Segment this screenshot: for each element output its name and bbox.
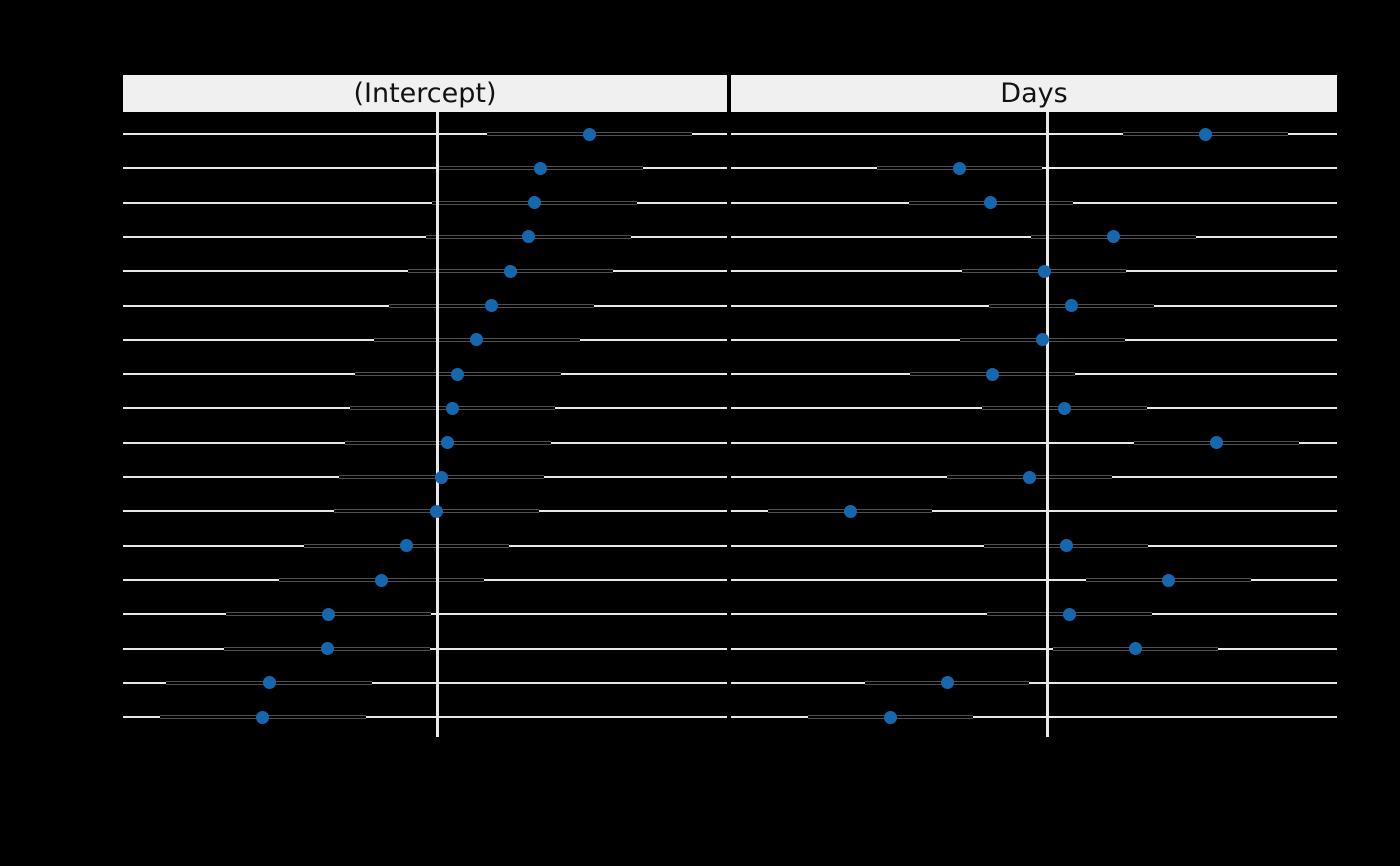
estimate-dot bbox=[1107, 230, 1121, 244]
estimate-dot bbox=[1065, 299, 1079, 313]
estimate-dot bbox=[1037, 264, 1051, 278]
estimate-dot bbox=[528, 196, 542, 210]
estimate-dot bbox=[400, 539, 414, 553]
estimate-dot bbox=[451, 367, 465, 381]
estimate-dot bbox=[441, 436, 455, 450]
estimate-dot bbox=[374, 573, 388, 587]
estimate-dot bbox=[1063, 607, 1077, 621]
estimate-dot bbox=[320, 642, 334, 656]
estimate-dot bbox=[940, 676, 954, 690]
row-line bbox=[123, 716, 727, 719]
row-line bbox=[123, 235, 727, 238]
estimate-dot bbox=[445, 401, 459, 415]
row-line bbox=[731, 441, 1337, 444]
estimate-dot bbox=[470, 333, 484, 347]
estimate-dot bbox=[1059, 539, 1073, 553]
row-line bbox=[123, 201, 727, 204]
row-line bbox=[731, 579, 1337, 582]
estimate-dot bbox=[984, 196, 998, 210]
estimate-dot bbox=[1057, 401, 1071, 415]
estimate-dot bbox=[883, 710, 897, 724]
estimate-dot bbox=[953, 161, 967, 175]
estimate-dot bbox=[484, 299, 498, 313]
row-line bbox=[731, 510, 1337, 513]
reference-line bbox=[436, 112, 440, 737]
row-line bbox=[123, 133, 727, 135]
row-line bbox=[731, 647, 1337, 650]
estimate-dot bbox=[1035, 333, 1049, 347]
estimate-dot bbox=[504, 264, 518, 278]
estimate-dot bbox=[256, 710, 270, 724]
estimate-dot bbox=[1209, 436, 1223, 450]
estimate-dot bbox=[582, 127, 596, 141]
estimate-dot bbox=[1129, 642, 1143, 656]
panel-strip-intercept-label: (Intercept) bbox=[353, 78, 497, 109]
estimate-dot bbox=[434, 470, 448, 484]
estimate-dot bbox=[322, 607, 336, 621]
row-line bbox=[731, 681, 1337, 684]
panel-strip-days: Days bbox=[731, 75, 1337, 112]
estimate-dot bbox=[522, 230, 536, 244]
estimate-dot bbox=[262, 676, 276, 690]
estimate-dot bbox=[534, 161, 548, 175]
estimate-dot bbox=[1162, 573, 1176, 587]
estimate-dot bbox=[1022, 470, 1036, 484]
reference-line bbox=[1046, 112, 1050, 737]
estimate-dot bbox=[843, 504, 857, 518]
row-line bbox=[731, 133, 1337, 135]
estimate-dot bbox=[986, 367, 1000, 381]
panel-strip-intercept: (Intercept) bbox=[123, 75, 727, 112]
row-line bbox=[731, 716, 1337, 719]
panel-strip-days-label: Days bbox=[1000, 78, 1068, 109]
estimate-dot bbox=[430, 504, 444, 518]
estimate-dot bbox=[1198, 127, 1212, 141]
row-line bbox=[123, 681, 727, 684]
plot-area bbox=[123, 112, 1337, 737]
row-line bbox=[123, 167, 727, 170]
